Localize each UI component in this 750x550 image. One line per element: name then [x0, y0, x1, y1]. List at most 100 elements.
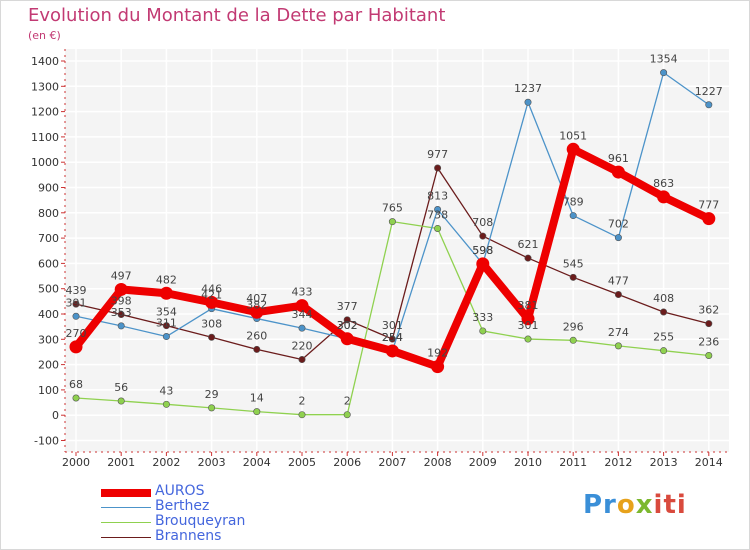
legend-label: Brannens: [155, 528, 222, 544]
data-label: 813: [427, 190, 448, 203]
data-label: 497: [111, 269, 132, 282]
logo-part: Pr: [583, 490, 617, 520]
data-label: 765: [382, 202, 403, 215]
data-point-brannens: [705, 320, 713, 328]
logo-part: x: [635, 490, 654, 520]
x-tick-label: 2001: [107, 456, 135, 469]
data-label: 302: [337, 319, 358, 332]
x-tick-label: 2014: [695, 456, 723, 469]
data-label: 977: [427, 148, 448, 161]
data-point-brouqueyran: [162, 400, 170, 408]
data-point-auros: [159, 286, 173, 300]
x-tick-label: 2010: [514, 456, 542, 469]
data-label: 14: [250, 392, 264, 405]
data-label: 270: [66, 327, 87, 340]
data-point-auros: [702, 212, 716, 226]
x-tick-label: 2009: [469, 456, 497, 469]
data-label: 236: [698, 335, 719, 348]
y-tick-label: 200: [38, 359, 59, 372]
data-label: 1354: [650, 53, 678, 66]
data-label: 738: [427, 208, 448, 221]
legend-label: Brouqueyran: [155, 513, 246, 529]
y-tick-label: 1000: [31, 156, 59, 169]
data-label: 1051: [559, 129, 587, 142]
data-label: 421: [201, 289, 222, 302]
data-label: 308: [201, 317, 222, 330]
proxiti-logo: Proxiti: [583, 490, 687, 520]
data-point-auros: [431, 360, 445, 374]
data-point-brannens: [524, 254, 532, 262]
data-point-berthez: [705, 101, 713, 109]
data-label: 621: [518, 238, 539, 251]
y-tick-label: -100: [34, 435, 59, 448]
data-label: 2: [344, 395, 351, 408]
data-label: 301: [382, 319, 403, 332]
data-point-auros: [657, 190, 671, 204]
data-point-brannens: [298, 356, 306, 364]
data-point-brouqueyran: [569, 336, 577, 344]
data-label: 296: [563, 320, 584, 333]
x-tick-label: 2011: [559, 456, 587, 469]
data-point-brouqueyran: [479, 327, 487, 335]
data-point-brouqueyran: [388, 218, 396, 226]
y-tick-label: 500: [38, 283, 59, 296]
data-label: 407: [246, 292, 267, 305]
y-tick-label: 0: [52, 409, 59, 422]
x-tick-label: 2002: [152, 456, 180, 469]
data-point-berthez: [614, 234, 622, 242]
data-point-auros: [611, 165, 625, 179]
data-label: 56: [114, 381, 128, 394]
data-label: 274: [608, 326, 629, 339]
data-point-auros: [69, 340, 83, 354]
data-label: 1227: [695, 85, 723, 98]
legend-swatch: [101, 536, 151, 539]
data-label: 220: [292, 340, 313, 353]
data-label: 777: [698, 199, 719, 212]
data-label: 408: [653, 292, 674, 305]
data-label: 311: [156, 317, 177, 330]
data-point-brouqueyran: [117, 397, 125, 405]
data-label: 301: [518, 319, 539, 332]
y-tick-label: 900: [38, 182, 59, 195]
data-label: 1237: [514, 82, 542, 95]
y-tick-label: 1200: [31, 106, 59, 119]
logo-part: iti: [653, 490, 687, 520]
data-point-auros: [521, 312, 535, 326]
data-point-berthez: [162, 333, 170, 341]
x-tick-label: 2012: [604, 456, 632, 469]
x-tick-label: 2003: [198, 456, 226, 469]
y-tick-label: 1100: [31, 131, 59, 144]
data-label: 433: [292, 286, 313, 299]
data-label: 382: [246, 299, 267, 312]
data-label: 482: [156, 273, 177, 286]
data-label: 377: [337, 300, 358, 313]
data-label: 333: [472, 311, 493, 324]
data-point-brannens: [434, 164, 442, 172]
data-point-auros: [566, 142, 580, 156]
logo-part: o: [616, 490, 636, 520]
data-point-berthez: [524, 98, 532, 106]
data-point-auros: [476, 257, 490, 271]
data-label: 254: [382, 331, 403, 344]
data-label: 354: [156, 306, 177, 319]
data-point-brouqueyran: [524, 335, 532, 343]
y-tick-label: 1400: [31, 55, 59, 68]
data-point-brouqueyran: [343, 411, 351, 419]
data-label: 43: [159, 384, 173, 397]
data-point-brannens: [660, 308, 668, 316]
legend-label: AUROS: [155, 483, 205, 499]
data-label: 398: [111, 295, 132, 308]
data-label: 2: [299, 395, 306, 408]
data-point-berthez: [660, 69, 668, 77]
x-tick-label: 2004: [243, 456, 271, 469]
y-tick-label: 300: [38, 333, 59, 346]
data-point-berthez: [298, 324, 306, 332]
y-tick-label: 1300: [31, 80, 59, 93]
x-tick-label: 2007: [378, 456, 406, 469]
x-tick-label: 2006: [333, 456, 361, 469]
x-tick-label: 2000: [62, 456, 90, 469]
data-point-brouqueyran: [208, 404, 216, 412]
data-label: 391: [66, 296, 87, 309]
data-label: 545: [563, 257, 584, 270]
